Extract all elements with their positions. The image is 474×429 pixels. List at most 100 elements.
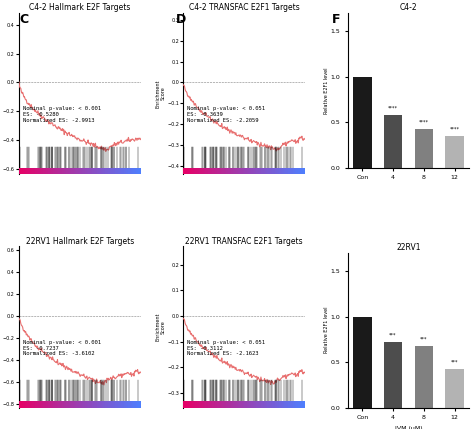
Bar	[283, 401, 284, 408]
Bar	[299, 167, 300, 174]
Bar	[248, 167, 249, 174]
Bar	[125, 167, 126, 174]
Bar	[96, 167, 97, 174]
Bar	[205, 401, 206, 408]
Bar	[238, 167, 239, 174]
Bar	[99, 167, 100, 174]
Bar	[133, 401, 135, 408]
Bar	[221, 401, 222, 408]
Bar	[208, 401, 209, 408]
Bar	[250, 167, 251, 174]
Bar	[37, 401, 38, 408]
Bar	[128, 167, 130, 174]
Bar	[220, 167, 221, 174]
Bar	[30, 167, 31, 174]
Bar	[210, 401, 211, 408]
Bar	[73, 167, 74, 174]
Bar	[189, 167, 191, 174]
Bar	[48, 401, 49, 408]
Bar	[74, 167, 75, 174]
Bar	[294, 167, 295, 174]
Bar	[63, 401, 64, 408]
Bar	[276, 167, 277, 174]
Bar	[225, 167, 226, 174]
Bar	[71, 401, 73, 408]
Bar	[75, 401, 76, 408]
Bar	[251, 401, 253, 408]
Bar	[135, 401, 136, 408]
Bar	[254, 401, 255, 408]
Bar	[57, 401, 58, 408]
Bar	[102, 167, 103, 174]
Bar	[79, 167, 80, 174]
Bar	[24, 401, 25, 408]
Bar	[192, 401, 193, 408]
Bar	[120, 401, 121, 408]
Bar	[64, 167, 65, 174]
Bar	[88, 167, 90, 174]
Bar	[189, 401, 191, 408]
Bar	[232, 167, 233, 174]
Bar	[116, 401, 118, 408]
Bar	[66, 401, 68, 408]
Bar	[211, 401, 212, 408]
Bar	[27, 401, 29, 408]
Bar	[243, 401, 244, 408]
Bar	[53, 167, 54, 174]
Bar	[53, 401, 54, 408]
Bar	[298, 167, 299, 174]
Bar	[195, 167, 197, 174]
Bar	[29, 167, 30, 174]
Bar	[99, 401, 100, 408]
Bar	[193, 401, 194, 408]
Bar	[198, 167, 199, 174]
Bar	[133, 167, 135, 174]
Bar	[287, 401, 288, 408]
Bar	[249, 167, 250, 174]
Bar	[109, 167, 110, 174]
Bar	[186, 401, 187, 408]
Bar	[100, 167, 102, 174]
Bar	[236, 401, 237, 408]
Bar	[46, 167, 47, 174]
Bar	[97, 167, 98, 174]
Y-axis label: Relative E2F1 level: Relative E2F1 level	[324, 307, 329, 353]
Bar	[27, 167, 29, 174]
Bar	[249, 401, 250, 408]
Bar	[300, 167, 301, 174]
Bar	[32, 167, 34, 174]
Bar	[62, 401, 63, 408]
Bar	[59, 401, 60, 408]
Bar	[77, 401, 79, 408]
Bar	[85, 401, 86, 408]
Bar	[223, 401, 225, 408]
Bar	[304, 401, 305, 408]
Bar	[199, 401, 201, 408]
Bar	[25, 401, 26, 408]
Bar	[266, 167, 267, 174]
Bar	[124, 167, 125, 174]
Bar	[234, 401, 236, 408]
Bar	[82, 167, 83, 174]
Bar	[270, 167, 271, 174]
Bar	[295, 167, 296, 174]
Bar	[227, 167, 228, 174]
Bar	[210, 167, 211, 174]
Bar	[295, 401, 296, 408]
Bar	[353, 77, 372, 168]
Bar	[86, 167, 87, 174]
Bar	[226, 401, 227, 408]
Bar	[296, 401, 298, 408]
Text: ***: ***	[451, 360, 458, 365]
Bar	[130, 167, 131, 174]
Bar	[70, 167, 71, 174]
Bar	[20, 401, 21, 408]
Bar	[220, 401, 221, 408]
Bar	[216, 401, 218, 408]
Bar	[209, 167, 210, 174]
Bar	[65, 401, 66, 408]
Bar	[92, 167, 93, 174]
Bar	[108, 401, 109, 408]
Bar	[218, 401, 219, 408]
Bar	[92, 401, 93, 408]
